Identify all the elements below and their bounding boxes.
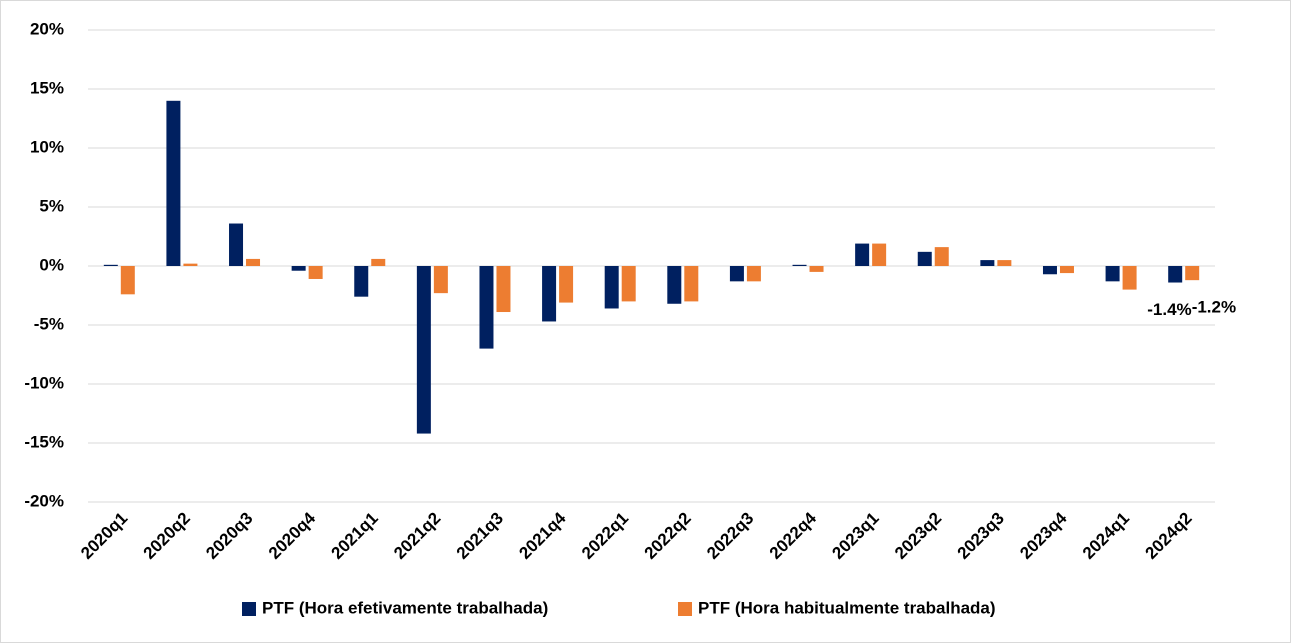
bar — [1122, 266, 1137, 290]
y-tick-label: -15% — [24, 432, 64, 451]
bar — [183, 263, 198, 266]
bar — [559, 266, 574, 303]
y-tick-label: 10% — [30, 137, 64, 156]
y-tick-label: -20% — [24, 491, 64, 510]
bar — [291, 266, 306, 271]
bar — [621, 266, 636, 302]
bar — [809, 266, 824, 272]
bar — [496, 266, 511, 313]
y-tick-label: -10% — [24, 373, 64, 392]
bar — [542, 266, 557, 322]
value-label: -1.2% — [1192, 298, 1236, 317]
bar — [980, 260, 995, 266]
bar — [1185, 266, 1200, 281]
y-tick-label: -5% — [34, 314, 64, 333]
bar — [120, 266, 135, 295]
bar — [934, 247, 949, 266]
bar — [433, 266, 448, 294]
bar — [792, 264, 807, 266]
y-tick-label: 15% — [30, 78, 64, 97]
bar — [917, 251, 932, 266]
bar — [855, 243, 870, 266]
bar — [354, 266, 369, 297]
bar — [103, 264, 118, 266]
bar — [416, 266, 431, 434]
legend-swatch — [678, 602, 692, 616]
y-tick-label: 5% — [39, 196, 64, 215]
bar — [1105, 266, 1120, 282]
bar — [997, 260, 1012, 266]
bar — [684, 266, 699, 302]
bar — [229, 223, 244, 266]
bar — [1042, 266, 1057, 275]
bar — [1168, 266, 1183, 283]
legend-swatch — [242, 602, 256, 616]
bar — [371, 258, 386, 266]
bar — [604, 266, 619, 309]
bar — [246, 258, 261, 266]
legend-label: PTF (Hora efetivamente trabalhada) — [262, 598, 548, 617]
bar — [166, 100, 181, 266]
value-label: -1.4% — [1147, 300, 1191, 319]
bar — [308, 266, 323, 279]
bar — [729, 266, 744, 282]
bar — [479, 266, 494, 349]
bar — [872, 243, 887, 266]
bar — [1059, 266, 1074, 274]
legend-label: PTF (Hora habitualmente trabalhada) — [698, 598, 996, 617]
y-tick-label: 20% — [30, 19, 64, 38]
bar — [667, 266, 682, 304]
y-tick-label: 0% — [39, 255, 64, 274]
bar — [746, 266, 761, 282]
